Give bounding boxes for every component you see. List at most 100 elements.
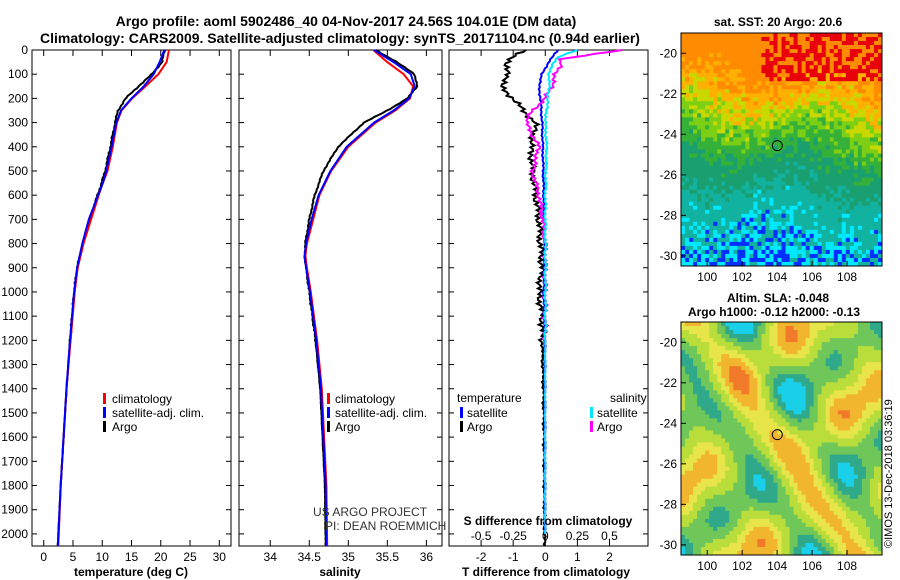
map-cell (797, 69, 803, 74)
map-cell (765, 145, 770, 150)
map-cell (769, 97, 774, 102)
map-cell (693, 49, 698, 54)
map-cell (733, 137, 738, 142)
map-cell (789, 358, 795, 363)
map-cell (817, 93, 823, 98)
map-cell (833, 129, 839, 134)
map-cell (749, 101, 754, 106)
map-cell (749, 366, 754, 371)
map-cell (849, 438, 855, 444)
map-cell (765, 93, 770, 98)
map-cell (817, 129, 823, 134)
map-cell (705, 454, 710, 460)
map-cell (685, 141, 690, 146)
map-cell (769, 125, 774, 130)
map-cell (809, 378, 815, 383)
map-cell (849, 233, 855, 239)
pi-label: PI: DEAN ROEMMICH (325, 519, 446, 533)
map-cell (689, 129, 694, 134)
map-cell (873, 358, 879, 363)
map-cell (761, 69, 766, 74)
map-cell (825, 462, 831, 468)
map-cell (841, 458, 847, 464)
map-cell (685, 161, 690, 167)
map-cell (873, 177, 879, 183)
map-cell (781, 141, 787, 146)
map-cell (681, 101, 686, 106)
map-cell (709, 37, 714, 42)
map-cell (729, 261, 734, 267)
map-cell (817, 261, 823, 267)
map-cell (693, 41, 698, 46)
map-cell (877, 430, 883, 435)
map-cell (729, 145, 734, 150)
map-cell (785, 382, 791, 387)
y-tick-label: 1400 (1, 382, 28, 396)
map-cell (737, 189, 742, 195)
map-cell (869, 85, 875, 90)
map-cell (725, 105, 730, 110)
map-cell (785, 121, 791, 126)
map-cell (853, 181, 859, 187)
map-cell (681, 322, 686, 327)
map-cell (789, 398, 795, 403)
map-cell (765, 213, 770, 219)
map-cell (709, 261, 714, 267)
map-cell (725, 157, 730, 163)
map-cell (737, 177, 742, 183)
map-cell (705, 390, 710, 395)
map-cell (817, 141, 823, 146)
map-cell (837, 326, 843, 331)
map-cell (841, 189, 847, 195)
map-cell (773, 257, 778, 263)
y-tick-label: 900 (8, 261, 28, 275)
map-cell (717, 89, 722, 94)
map-cell (725, 61, 730, 66)
map-cell (853, 221, 859, 227)
map-cell (845, 378, 851, 383)
map-cell (761, 81, 766, 86)
map-cell (689, 322, 694, 327)
map-cell (825, 141, 831, 146)
map-cell (877, 386, 883, 391)
map-cell (825, 125, 831, 130)
map-cell (757, 185, 762, 191)
map-cell (789, 390, 795, 395)
map-cell (701, 41, 706, 46)
map-cell (697, 181, 702, 187)
map-cell (777, 346, 782, 351)
map-cell (681, 37, 686, 42)
map-cell (717, 342, 722, 347)
map-cell (869, 362, 875, 367)
map-cell (741, 201, 746, 207)
map-cell (697, 374, 702, 379)
map-cell (745, 394, 750, 399)
map-cell (725, 77, 730, 82)
map-cell (697, 414, 702, 419)
map-cell (769, 241, 774, 247)
map-cell (857, 121, 863, 126)
map-cell (737, 362, 742, 367)
map-cell (693, 438, 698, 444)
map-cell (709, 205, 714, 211)
map-cell (693, 37, 698, 42)
map-cell (853, 189, 859, 195)
map-cell (769, 350, 774, 355)
map-cell (689, 49, 694, 54)
map-cell (765, 390, 770, 395)
map-cell (685, 85, 690, 90)
map-cell (809, 338, 815, 343)
map-cell (817, 33, 823, 38)
t-difference-axis-label: T difference from climatology (462, 565, 630, 579)
map-cell (841, 109, 847, 114)
map-cell (693, 462, 698, 468)
map-cell (793, 213, 799, 219)
map-cell (761, 105, 766, 110)
map-cell (729, 177, 734, 183)
map-cell (705, 217, 710, 223)
map-cell (789, 394, 795, 399)
map-cell (725, 89, 730, 94)
map-cell (825, 33, 831, 38)
map-cell (869, 189, 875, 195)
map-cell (741, 189, 746, 195)
